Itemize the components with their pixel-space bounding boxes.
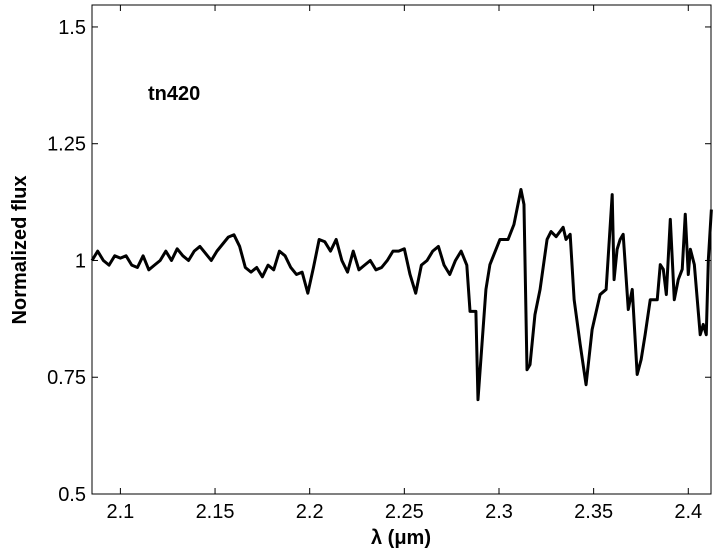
x-tick-label: 2.1 [106,501,134,523]
y-tick-label: 1.25 [47,134,86,156]
y-tick-label: 0.75 [47,367,86,389]
x-tick-label: 2.35 [574,501,613,523]
annotation: tn420 [148,83,200,105]
x-tick-label: 2.25 [385,501,424,523]
x-axis-label: λ (μm) [371,527,431,549]
y-tick-label: 1 [75,250,86,272]
y-axis-label: Normalized flux [9,176,31,325]
x-tick-label: 2.4 [674,501,702,523]
x-tick-label: 2.2 [296,501,324,523]
spectrum-line [90,187,713,402]
x-tick-label: 2.3 [485,501,513,523]
y-tick-label: 1.5 [58,17,86,39]
plot-frame [91,4,712,495]
x-tick-label: 2.15 [196,501,235,523]
y-tick-label: 0.5 [58,484,86,506]
